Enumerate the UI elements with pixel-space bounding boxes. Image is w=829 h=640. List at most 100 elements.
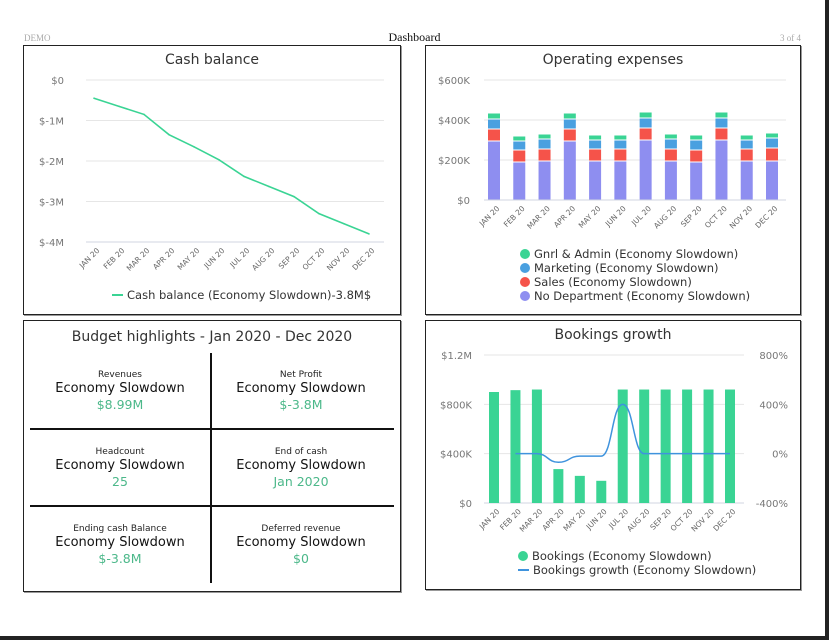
bookings-bar	[596, 480, 607, 503]
opex-x-tick-label: FEB 20	[502, 204, 527, 229]
highlight-net-profit: Net Profit Economy Slowdown $-3.8M	[211, 370, 391, 412]
bookings-bar	[510, 390, 521, 503]
horizontal-divider	[30, 505, 394, 507]
cash-balance-point	[218, 158, 220, 161]
opex-bar-segment	[664, 139, 677, 149]
opex-bar-segment	[639, 140, 652, 200]
legend-item-bookings-growth[interactable]: Bookings growth (Economy Slowdown)	[518, 563, 756, 577]
opex-bar-segment	[538, 139, 551, 149]
highlight-scenario: Economy Slowdown	[236, 458, 366, 473]
cash-x-tick-label: JAN 20	[77, 246, 102, 271]
cash-x-tick-label: DEC 20	[350, 246, 376, 272]
cash-balance-point	[118, 105, 120, 108]
cash-balance-panel: Cash balance $0 $-1M $-2M $-3M $-4M JAN 20 FEB…	[23, 45, 401, 315]
cash-x-tick-label: JUL 20	[228, 246, 252, 270]
cash-x-tick-label: SEP 20	[277, 246, 302, 271]
dot-icon	[520, 291, 530, 301]
cash-x-tick-label: JUN 20	[201, 246, 226, 271]
highlight-value: $0	[293, 551, 309, 566]
highlight-label: Deferred revenue	[261, 524, 341, 534]
opex-bar-segment	[538, 134, 551, 139]
opex-x-tick-label: OCT 20	[703, 204, 729, 230]
opex-bar-segment	[589, 161, 602, 200]
highlight-end-of-cash: End of cash Economy Slowdown Jan 2020	[211, 447, 391, 489]
dot-icon	[520, 263, 530, 273]
opex-x-tick-label: JUL 20	[629, 204, 653, 228]
cash-balance-point	[168, 133, 170, 136]
highlight-scenario: Economy Slowdown	[55, 535, 185, 550]
opex-bar-segment	[766, 161, 778, 200]
cash-balance-point	[293, 195, 295, 198]
bookings-bar	[531, 389, 542, 503]
cash-balance-point	[268, 185, 270, 188]
bookings-x-tick-label: JAN 20	[477, 507, 502, 532]
page-number: 3 of 4	[780, 33, 801, 43]
cash-balance-line	[93, 97, 370, 235]
opex-bar-segment	[740, 149, 753, 161]
legend-item-marketing[interactable]: Marketing (Economy Slowdown)	[520, 261, 750, 275]
opex-bar-segment	[614, 135, 627, 140]
bookings-x-tick-label: AUG 20	[625, 507, 652, 534]
opex-bar-segment	[715, 118, 728, 128]
legend-item-cash-balance[interactable]: Cash balance (Economy Slowdown)-3.8M$	[112, 288, 371, 302]
highlight-revenues: Revenues Economy Slowdown $8.99M	[30, 370, 210, 412]
bookings-growth-line	[515, 403, 730, 464]
cash-balance-point	[93, 97, 95, 100]
opex-x-tick-label: NOV 20	[728, 204, 755, 231]
opex-x-tick-label: JUN 20	[603, 204, 628, 229]
highlight-label: Ending cash Balance	[73, 524, 167, 534]
opex-bar-segment	[740, 161, 753, 200]
window-edge	[825, 0, 829, 640]
opex-bar-segment	[538, 149, 551, 161]
page-title: Dashboard	[388, 30, 441, 44]
vertical-divider	[210, 353, 212, 583]
highlight-scenario: Economy Slowdown	[236, 381, 366, 396]
opex-bar-segment	[488, 141, 500, 200]
bookings-bar	[553, 469, 564, 503]
opex-bar-segment	[589, 149, 602, 161]
opex-bar-segment	[715, 140, 728, 200]
highlight-label: End of cash	[274, 447, 328, 457]
dot-icon	[520, 249, 530, 259]
bookings-bar	[682, 389, 693, 503]
opex-bar-segment	[563, 129, 576, 141]
opex-bar-segment	[614, 140, 627, 149]
highlight-scenario: Economy Slowdown	[55, 381, 185, 396]
opex-bar-segment	[690, 140, 703, 150]
budget-highlights-panel: Budget highlights - Jan 2020 - Dec 2020 …	[23, 320, 401, 592]
opex-bar-segment	[740, 140, 753, 149]
bookings-x-tick-label: DEC 20	[711, 507, 737, 533]
cash-balance-point	[193, 146, 195, 148]
y-tick-label: $-2M	[39, 157, 64, 168]
opex-bar-segment	[715, 128, 728, 140]
y-tick-label: $-3M	[39, 198, 64, 209]
opex-bar-segment	[690, 162, 703, 200]
bookings-growth-chart: $0$400K$800K$1.2M-400%0%400%800%JAN 20FE…	[440, 351, 788, 534]
opex-bar-segment	[488, 113, 500, 119]
opex-bar-segment	[563, 119, 576, 129]
opex-bar-segment	[690, 150, 703, 162]
legend-item-no-department[interactable]: No Department (Economy Slowdown)	[520, 289, 750, 303]
opex-bar-segment	[513, 136, 526, 141]
bookings-bar	[489, 392, 499, 503]
cash-x-tick-label: NOV 20	[325, 246, 352, 273]
opex-x-tick-label: APR 20	[552, 204, 577, 229]
cash-x-tick-label: OCT 20	[300, 246, 326, 272]
bookings-bar	[660, 389, 671, 503]
legend-item-bookings[interactable]: Bookings (Economy Slowdown)	[518, 549, 756, 563]
y-tick-label: $0	[51, 76, 64, 87]
highlight-value: $-3.8M	[98, 551, 142, 566]
cash-balance-point	[243, 175, 245, 178]
cash-balance-point	[343, 222, 345, 225]
legend-item-sales[interactable]: Sales (Economy Slowdown)	[520, 275, 750, 289]
opex-bar-segment	[538, 161, 551, 200]
cash-balance-point	[143, 113, 145, 116]
window-edge	[0, 636, 829, 640]
opex-bar-segment	[715, 112, 728, 118]
bookings-growth-panel: Bookings growth $0 $400K $800K $1.2M -400% 0%…	[425, 320, 801, 590]
opex-x-tick-label: DEC 20	[753, 204, 779, 230]
y-tick-label: $-4M	[39, 238, 64, 249]
legend-item-gnrl-admin[interactable]: Gnrl & Admin (Economy Slowdown)	[520, 247, 750, 261]
